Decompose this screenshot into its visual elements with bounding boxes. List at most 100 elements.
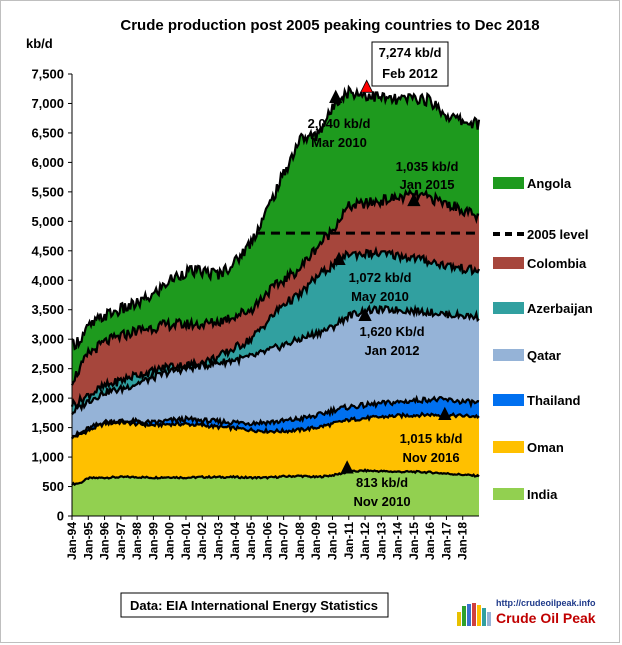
annotation-value: 1,015 kb/d bbox=[400, 431, 463, 446]
y-axis-ticks: 0 500 1,000 1,500 2,000 2,500 3,000 3,500 4,000 4… bbox=[31, 67, 72, 524]
x-tick-label: Jan-17 bbox=[439, 522, 453, 560]
x-tick-label: Jan-16 bbox=[423, 522, 437, 560]
x-tick-label: Jan-00 bbox=[163, 522, 177, 560]
area-angola bbox=[72, 87, 479, 386]
area-qatar bbox=[72, 306, 479, 439]
area-colombia bbox=[72, 190, 479, 407]
peak-marker-icon bbox=[340, 460, 354, 474]
legend-label-3: Azerbaijan bbox=[527, 301, 593, 316]
source-note: Data: EIA International Energy Statistic… bbox=[130, 598, 378, 613]
y-tick-label: 4,500 bbox=[31, 243, 64, 258]
legend-label-6: Oman bbox=[527, 440, 564, 455]
legend-label-1: 2005 level bbox=[527, 227, 588, 242]
legend-label-7: India bbox=[527, 487, 558, 502]
x-tick-label: Jan-06 bbox=[260, 522, 274, 560]
series-line-angola bbox=[71, 84, 481, 351]
annotation-value: 7,274 kb/d bbox=[379, 45, 442, 60]
source-note-box: Data: EIA International Energy Statistic… bbox=[120, 592, 389, 618]
legend-label-2: Colombia bbox=[527, 256, 587, 271]
y-tick-label: 4,000 bbox=[31, 273, 64, 288]
annotation-value: 813 kb/d bbox=[356, 475, 408, 490]
annotation-value: 1,072 kb/d bbox=[349, 270, 412, 285]
annotation-date: Nov 2010 bbox=[353, 494, 410, 509]
series-line-qatar bbox=[71, 304, 480, 416]
annotation-date: Mar 2010 bbox=[311, 135, 367, 150]
peak-marker-icon bbox=[407, 192, 421, 207]
legend-label-5: Thailand bbox=[527, 393, 581, 408]
crude-oil-peak-logo: http://crudeoilpeak.info Crude Oil Peak bbox=[457, 598, 596, 626]
annotation-date: Jan 2012 bbox=[365, 343, 420, 358]
y-tick-label: 5,500 bbox=[31, 184, 64, 199]
area-thailand bbox=[72, 397, 479, 439]
x-tick-label: Jan-15 bbox=[407, 522, 421, 560]
annotation-value: 1,620 Kb/d bbox=[359, 324, 424, 339]
peak-marker-icon bbox=[329, 89, 343, 103]
series-line-india bbox=[71, 468, 480, 487]
annotation-box bbox=[371, 41, 449, 87]
y-tick-label: 2,000 bbox=[31, 391, 64, 406]
series-line-colombia bbox=[70, 188, 480, 386]
x-tick-label: Jan-07 bbox=[277, 522, 291, 560]
y-tick-label: 1,000 bbox=[31, 450, 64, 465]
y-tick-label: 3,000 bbox=[31, 332, 64, 347]
x-tick-label: Jan-97 bbox=[114, 522, 128, 560]
annotation-date: Jan 2015 bbox=[400, 177, 455, 192]
stacked-areas bbox=[70, 84, 481, 516]
annotations: 7,274 kb/d Feb 2012 2,040 kb/d Mar 2010 1,03… bbox=[308, 41, 463, 509]
peak-marker-icon bbox=[358, 307, 372, 322]
annotation-date: Feb 2012 bbox=[382, 66, 438, 81]
y-tick-label: 6,000 bbox=[31, 155, 64, 170]
series-line-azerbaijan bbox=[70, 245, 481, 409]
legend-label-4: Qatar bbox=[527, 348, 561, 363]
x-axis-ticks: Jan-94 Jan-95 Jan-96 Jan-97 Jan-98 Jan-99 Jan-… bbox=[65, 516, 470, 560]
legend-swatch-colombia bbox=[493, 257, 524, 269]
area-india bbox=[72, 469, 479, 516]
x-tick-label: Jan-94 bbox=[65, 522, 79, 560]
peak-marker-icon bbox=[360, 79, 374, 93]
x-tick-label: Jan-13 bbox=[374, 522, 388, 560]
x-tick-label: Jan-02 bbox=[195, 522, 209, 560]
y-tick-label: 5,000 bbox=[31, 214, 64, 229]
legend-swatch-thailand bbox=[493, 394, 524, 406]
x-tick-label: Jan-04 bbox=[228, 522, 242, 560]
peak-marker-icon bbox=[438, 406, 452, 421]
y-tick-label: 7,000 bbox=[31, 96, 64, 111]
logo-url: http://crudeoilpeak.info bbox=[496, 598, 596, 608]
legend-swatch-india bbox=[493, 488, 524, 500]
peak-marker-icon bbox=[332, 251, 346, 266]
x-tick-label: Jan-05 bbox=[244, 522, 258, 560]
x-tick-label: Jan-99 bbox=[146, 522, 160, 560]
x-tick-label: Jan-09 bbox=[309, 522, 323, 560]
y-tick-label: 0 bbox=[57, 509, 64, 524]
x-tick-label: Jan-08 bbox=[293, 522, 307, 560]
y-tick-label: 2,500 bbox=[31, 361, 64, 376]
chart-title: Crude production post 2005 peaking count… bbox=[120, 17, 539, 34]
area-oman bbox=[72, 413, 479, 486]
annotation-date: Nov 2016 bbox=[402, 450, 459, 465]
y-tick-label: 1,500 bbox=[31, 420, 64, 435]
x-tick-label: Jan-95 bbox=[81, 522, 95, 560]
annotation-value: 2,040 kb/d bbox=[308, 116, 371, 131]
x-tick-label: Jan-01 bbox=[179, 522, 193, 560]
y-axis-label: kb/d bbox=[26, 36, 53, 51]
x-tick-label: Jan-03 bbox=[212, 522, 226, 560]
x-tick-label: Jan-10 bbox=[325, 522, 339, 560]
x-tick-label: Jan-14 bbox=[391, 522, 405, 560]
logo-bars-icon bbox=[457, 603, 491, 626]
annotation-date: May 2010 bbox=[351, 289, 409, 304]
series-line-oman bbox=[71, 411, 480, 440]
logo-name: Crude Oil Peak bbox=[496, 610, 596, 626]
y-tick-label: 6,500 bbox=[31, 125, 64, 140]
annotation-value: 1,035 kb/d bbox=[396, 159, 459, 174]
legend-swatch-angola bbox=[493, 177, 524, 189]
x-tick-label: Jan-96 bbox=[98, 522, 112, 560]
legend-swatch-azerbaijan bbox=[493, 302, 524, 314]
y-tick-label: 500 bbox=[42, 479, 64, 494]
x-tick-label: Jan-11 bbox=[342, 522, 356, 560]
x-tick-label: Jan-12 bbox=[358, 522, 372, 560]
y-tick-label: 3,500 bbox=[31, 302, 64, 317]
legend-swatch-oman bbox=[493, 441, 524, 453]
x-tick-label: Jan-98 bbox=[130, 522, 144, 560]
